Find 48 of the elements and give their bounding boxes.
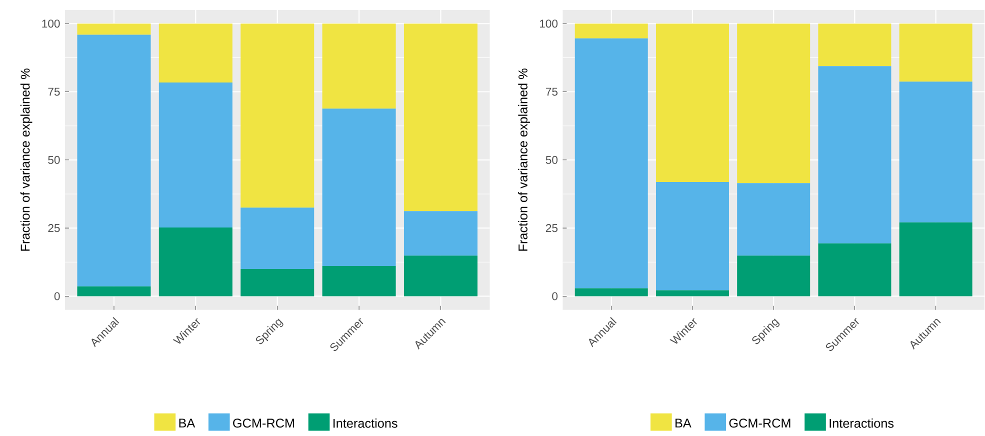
bar <box>818 243 892 296</box>
bar <box>240 269 314 296</box>
bar <box>77 34 151 287</box>
bar <box>574 288 648 296</box>
y-tick-label: 50 <box>546 156 558 164</box>
bar <box>899 222 972 296</box>
legend-label: BA <box>179 418 196 428</box>
bar <box>158 228 232 296</box>
bar <box>322 24 396 109</box>
bar <box>737 256 810 296</box>
legend-label: GCM-RCM <box>729 418 790 428</box>
y-tick-label: 25 <box>546 224 558 232</box>
bar <box>656 290 729 296</box>
y-tick-label: 100 <box>42 20 60 28</box>
bar <box>240 208 314 270</box>
y-tick-label: 75 <box>546 88 558 96</box>
bar <box>656 24 729 182</box>
bar <box>899 24 972 82</box>
bar <box>818 24 892 66</box>
bar <box>240 24 314 208</box>
bar <box>322 266 396 296</box>
y-axis-title: Fraction of variance explained % <box>20 68 32 251</box>
legend-label: Interactions <box>334 418 398 428</box>
legend-label: Interactions <box>830 418 894 428</box>
y-tick-label: 50 <box>48 156 60 164</box>
bar <box>737 183 810 256</box>
bar <box>158 82 232 228</box>
bar <box>899 82 972 222</box>
bar <box>77 286 151 296</box>
y-tick-label: 25 <box>48 224 60 232</box>
bar <box>404 24 478 212</box>
bar <box>574 38 648 288</box>
bar <box>404 211 478 256</box>
y-tick-label: 0 <box>54 292 60 300</box>
y-tick-label: 100 <box>540 20 558 28</box>
bar <box>404 256 478 296</box>
legend-label: GCM-RCM <box>233 418 294 428</box>
bar <box>656 182 729 290</box>
bar <box>158 24 232 83</box>
bar <box>737 24 810 184</box>
bar <box>818 66 892 244</box>
bar <box>322 108 396 266</box>
y-tick-label: 75 <box>48 88 60 96</box>
y-tick-label: 0 <box>552 292 558 300</box>
y-axis-title: Fraction of variance explained % <box>518 68 530 251</box>
bar <box>574 24 648 38</box>
bar <box>77 24 151 35</box>
legend-label: BA <box>676 418 692 428</box>
